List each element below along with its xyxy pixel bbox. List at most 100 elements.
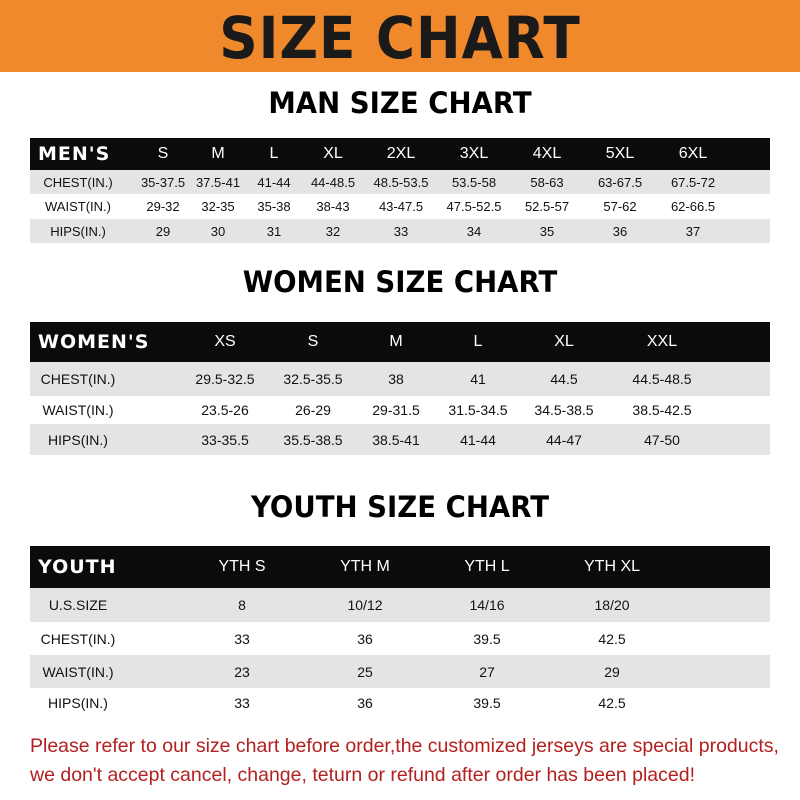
table-cell: 37.5-41: [195, 174, 241, 190]
table-row: HIPS(IN.) 33-35.5 35.5-38.5 38.5-41 41-44 44-…: [30, 424, 770, 455]
table-cell: 33: [234, 630, 250, 647]
measurement-label: CHEST(IN.): [43, 174, 113, 190]
table-cell: 39.5: [473, 695, 501, 711]
table-cell: 35.5-38.5: [283, 431, 343, 448]
size-column-header: YTH S: [218, 558, 266, 575]
table-row: CHEST(IN.) 29.5-32.5 32.5-35.5 38 41 44.5 44.5…: [30, 362, 770, 396]
size-column-header: 5XL: [605, 145, 635, 162]
measurement-label: WAIST(IN.): [45, 199, 111, 214]
size-column-header: 2XL: [386, 145, 416, 162]
table-cell: 38-43: [316, 199, 350, 214]
table-cell: 43-47.5: [378, 199, 424, 214]
table-cell: 47-50: [644, 431, 680, 448]
table-cell: 10/12: [347, 597, 383, 613]
table-header-label: WOMEN'S: [38, 331, 150, 353]
measurement-label: HIPS(IN.): [48, 695, 108, 711]
table-cell: 26-29: [295, 402, 331, 418]
table-cell: 34: [466, 223, 482, 239]
table-cell: 29-32: [146, 199, 180, 214]
table-cell: 32.5-35.5: [283, 371, 343, 387]
table-header-label: YOUTH: [38, 556, 117, 578]
table-cell: 25: [357, 663, 373, 680]
women-section-title: WOMEN SIZE CHART: [242, 265, 558, 299]
table-cell: 38.5-41: [372, 431, 420, 448]
measurement-label: HIPS(IN.): [50, 223, 106, 239]
disclaimer-line-1: Please refer to our size chart before or…: [30, 735, 779, 757]
table-cell: 33: [393, 223, 409, 239]
table-cell: 47.5-52.5: [446, 199, 502, 214]
size-column-header: 3XL: [459, 145, 489, 162]
table-cell: 14/16: [469, 597, 505, 613]
table-cell: 37: [685, 223, 701, 239]
table-cell: 32: [325, 223, 341, 239]
size-column-header: S: [307, 333, 319, 350]
table-cell: 29.5-32.5: [195, 371, 255, 387]
table-row: WAIST(IN.) 23 25 27 29: [30, 655, 770, 688]
table-row: HIPS(IN.) 33 36 39.5 42.5: [30, 688, 770, 718]
table-cell: 18/20: [594, 597, 630, 613]
table-row: WAIST(IN.) 29-32 32-35 35-38 38-43 43-47.5 47.…: [30, 194, 770, 219]
table-header-row: WOMEN'S XS S M L XL XXL: [30, 322, 770, 362]
table-cell: 52.5-57: [524, 199, 570, 214]
table-cell: 67.5-72: [670, 174, 716, 190]
measurement-label: HIPS(IN.): [48, 431, 108, 448]
table-cell: 36: [612, 223, 628, 239]
table-cell: 44.5: [550, 371, 578, 387]
table-cell: 41-44: [460, 431, 496, 448]
size-column-header: XS: [214, 333, 236, 350]
table-cell: 44-48.5: [310, 174, 356, 190]
size-column-header: 4XL: [532, 145, 562, 162]
table-row: CHEST(IN.) 33 36 39.5 42.5: [30, 622, 770, 655]
table-header-row: YOUTH YTH S YTH M YTH L YTH XL: [30, 546, 770, 588]
table-cell: 8: [238, 597, 246, 613]
table-cell: 41: [470, 371, 486, 387]
table-cell: 38: [388, 371, 404, 387]
measurement-label: WAIST(IN.): [42, 402, 114, 418]
table-cell: 62-66.5: [670, 199, 716, 214]
table-cell: 58-63: [530, 174, 564, 190]
size-column-header: XL: [323, 145, 343, 162]
table-row: U.S.SIZE 8 10/12 14/16 18/20: [30, 588, 770, 622]
size-column-header: S: [157, 145, 169, 162]
table-cell: 36: [357, 630, 373, 647]
table-cell: 35-38: [257, 199, 291, 214]
men-section-title: MAN SIZE CHART: [268, 86, 532, 120]
size-column-header: YTH XL: [583, 558, 641, 575]
table-cell: 29: [604, 663, 620, 680]
table-cell: 29-31.5: [372, 402, 420, 418]
table-row: HIPS(IN.) 29 30 31 32 33 34 35 36 37: [30, 219, 770, 243]
table-cell: 44.5-48.5: [632, 371, 692, 387]
size-column-header: YTH L: [464, 558, 510, 575]
table-cell: 57-62: [603, 199, 637, 214]
size-column-header: L: [473, 333, 483, 350]
table-cell: 30: [210, 223, 226, 239]
table-cell: 32-35: [201, 199, 235, 214]
table-cell: 29: [155, 223, 171, 239]
table-cell: 48.5-53.5: [373, 174, 429, 190]
size-column-header: XL: [554, 333, 574, 350]
table-cell: 33: [234, 695, 250, 711]
table-header-row: MEN'S S M L XL 2XL 3XL 4XL 5XL 6XL: [30, 138, 770, 170]
table-cell: 23: [234, 663, 250, 680]
table-cell: 31: [266, 223, 282, 239]
table-cell: 63-67.5: [597, 174, 643, 190]
table-cell: 31.5-34.5: [448, 402, 508, 418]
disclaimer-line-2: we don't accept cancel, change, teturn o…: [30, 764, 695, 786]
size-column-header: L: [269, 145, 279, 162]
table-cell: 27: [479, 663, 495, 680]
table-cell: 33-35.5: [201, 431, 249, 448]
table-cell: 39.5: [473, 630, 501, 647]
size-column-header: 6XL: [678, 145, 708, 162]
measurement-label: CHEST(IN.): [40, 371, 116, 387]
measurement-label: CHEST(IN.): [40, 630, 116, 647]
size-column-header: XXL: [646, 333, 678, 350]
table-row: WAIST(IN.) 23.5-26 26-29 29-31.5 31.5-34.5 34…: [30, 396, 770, 424]
size-column-header: M: [389, 333, 403, 350]
table-cell: 36: [357, 695, 373, 711]
title-banner: SIZE CHART: [0, 0, 800, 72]
table-cell: 42.5: [598, 630, 626, 647]
table-cell: 53.5-58: [451, 174, 497, 190]
size-column-header: M: [211, 145, 225, 162]
measurement-label: U.S.SIZE: [48, 597, 108, 613]
